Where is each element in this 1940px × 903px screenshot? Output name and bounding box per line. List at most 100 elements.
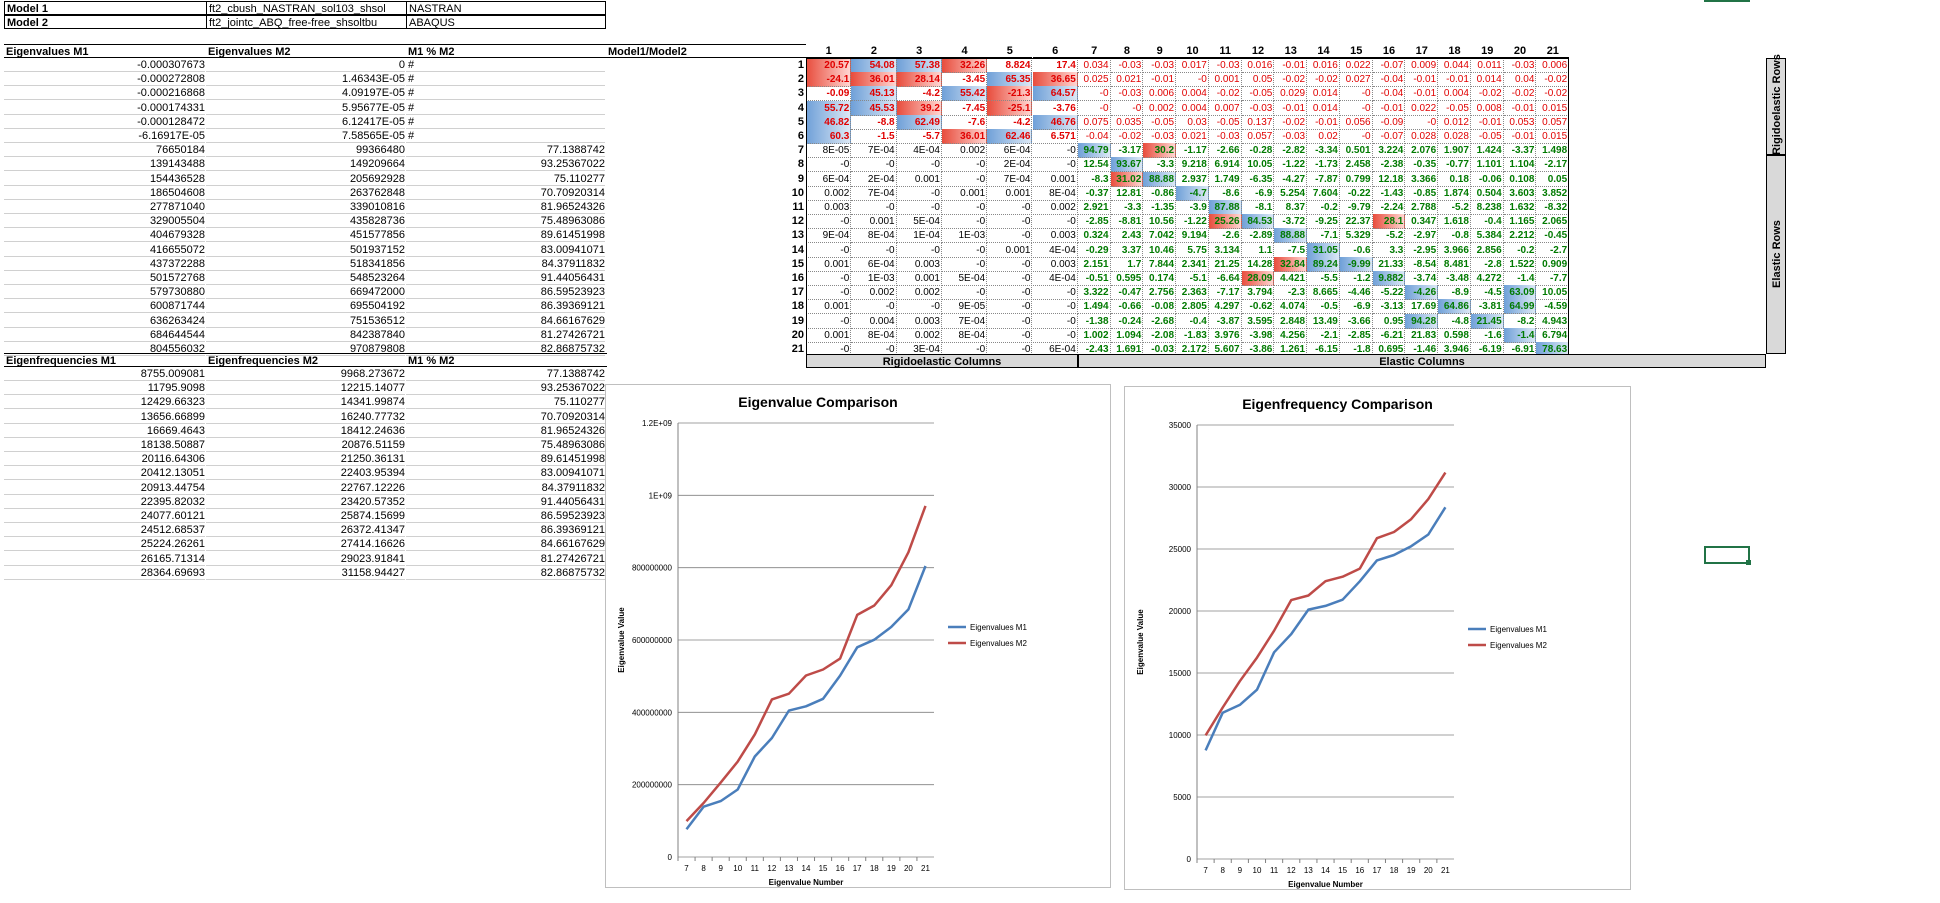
matrix-cell[interactable]: -0 bbox=[987, 313, 1033, 329]
matrix-cell[interactable]: -0 bbox=[941, 157, 988, 173]
matrix-cell[interactable]: -0.29 bbox=[1077, 242, 1111, 258]
matrix-cell[interactable]: 7E-04 bbox=[851, 185, 897, 201]
matrix-col-header[interactable]: 17 bbox=[1405, 44, 1439, 58]
matrix-cell[interactable]: 0.174 bbox=[1143, 271, 1177, 286]
matrix-cell[interactable]: -0.05 bbox=[1241, 86, 1275, 102]
matrix-col-header[interactable]: 20 bbox=[1503, 44, 1537, 58]
freq-cell[interactable]: 93.25367022 bbox=[406, 381, 605, 396]
matrix-cell[interactable]: 0.007 bbox=[1208, 100, 1242, 116]
matrix-cell[interactable]: 12.18 bbox=[1372, 171, 1406, 187]
matrix-cell[interactable]: 2.856 bbox=[1470, 242, 1504, 258]
matrix-cell[interactable]: -0 bbox=[1032, 327, 1078, 343]
matrix-cell[interactable]: -4.7 bbox=[1176, 185, 1209, 201]
eig-cell[interactable]: 89.61451998 bbox=[406, 228, 605, 243]
matrix-cell[interactable]: -0.01 bbox=[1405, 86, 1439, 102]
matrix-cell[interactable]: -0.01 bbox=[1274, 100, 1308, 116]
eig-cell[interactable]: 842387840 bbox=[206, 328, 405, 342]
matrix-cell[interactable]: -0.01 bbox=[1143, 72, 1177, 88]
matrix-cell[interactable]: -0.8 bbox=[1438, 228, 1471, 244]
matrix-row-header[interactable]: 14 bbox=[791, 243, 804, 256]
matrix-cell[interactable]: 7E-04 bbox=[987, 171, 1033, 187]
eigenfrequency-chart[interactable]: Eigenfrequency Comparison 0 5000 10000 15000… bbox=[1124, 386, 1631, 890]
matrix-cell[interactable]: 21.83 bbox=[1405, 327, 1439, 343]
matrix-cell[interactable]: -3.9 bbox=[1176, 200, 1209, 215]
matrix-cell[interactable]: -0.85 bbox=[1405, 185, 1439, 201]
freq-cell[interactable]: 86.39369121 bbox=[406, 523, 605, 538]
matrix-cell[interactable]: -0.03 bbox=[1110, 86, 1144, 102]
matrix-cell[interactable]: 21.25 bbox=[1208, 256, 1242, 272]
selected-cell[interactable] bbox=[1704, 546, 1750, 564]
matrix-cell[interactable]: 0.501 bbox=[1339, 143, 1373, 159]
matrix-cell[interactable]: 6.914 bbox=[1208, 157, 1242, 173]
matrix-cell[interactable]: -0.62 bbox=[1241, 299, 1275, 315]
matrix-row-header[interactable]: 15 bbox=[791, 257, 804, 270]
matrix-cell[interactable]: 0.001 bbox=[806, 299, 852, 315]
eig-cell[interactable]: 7.58565E-05 bbox=[206, 129, 405, 143]
matrix-cell[interactable]: 6E-04 bbox=[851, 256, 897, 272]
matrix-cell[interactable]: -0 bbox=[896, 299, 942, 315]
matrix-cell[interactable]: -2.38 bbox=[1372, 157, 1406, 173]
matrix-cell[interactable]: 3.37 bbox=[1110, 242, 1144, 258]
matrix-cell[interactable]: 88.88 bbox=[1143, 171, 1177, 187]
eig-cell[interactable]: 437372288 bbox=[4, 257, 205, 271]
matrix-cell[interactable]: -0 bbox=[851, 200, 897, 215]
matrix-cell[interactable]: -0.01 bbox=[1372, 100, 1406, 116]
matrix-cell[interactable]: -0 bbox=[1339, 100, 1373, 116]
matrix-row-header[interactable]: 16 bbox=[791, 272, 804, 284]
matrix-cell[interactable]: 0.001 bbox=[851, 214, 897, 230]
matrix-cell[interactable]: 7E-04 bbox=[941, 313, 988, 329]
matrix-cell[interactable]: -1.5 bbox=[851, 129, 897, 144]
eig-cell[interactable]: 5.95677E-05 bbox=[206, 101, 405, 115]
eig-cell[interactable]: 81.27426721 bbox=[406, 328, 605, 342]
eig-header-4[interactable]: Model1/Model2 bbox=[606, 44, 806, 58]
matrix-cell[interactable]: 36.01 bbox=[941, 129, 988, 144]
matrix-cell[interactable]: -1.6 bbox=[1470, 327, 1504, 343]
matrix-cell[interactable]: -0.03 bbox=[1503, 58, 1537, 73]
matrix-cell[interactable]: -3.66 bbox=[1339, 313, 1373, 329]
matrix-cell[interactable]: 2.43 bbox=[1110, 228, 1144, 244]
eig-cell[interactable]: 186504608 bbox=[4, 186, 205, 200]
freq-cell[interactable]: 26165.71314 bbox=[4, 552, 205, 566]
matrix-cell[interactable]: 3.976 bbox=[1208, 327, 1242, 343]
matrix-cell[interactable]: -0.05 bbox=[1208, 114, 1242, 130]
matrix-cell[interactable]: 0.057 bbox=[1241, 129, 1275, 144]
matrix-cell[interactable]: 0.504 bbox=[1470, 185, 1504, 201]
matrix-cell[interactable]: 0.022 bbox=[1339, 58, 1373, 73]
matrix-cell[interactable]: 1.7 bbox=[1110, 256, 1144, 272]
matrix-cell[interactable]: 8E-04 bbox=[1032, 185, 1078, 201]
matrix-cell[interactable]: 60.3 bbox=[806, 129, 852, 144]
matrix-cell[interactable]: 0.324 bbox=[1077, 228, 1111, 244]
matrix-cell[interactable]: -0.03 bbox=[1208, 58, 1242, 73]
eig-cell[interactable]: -0.000216868 bbox=[4, 86, 205, 101]
matrix-cell[interactable]: 2.341 bbox=[1176, 256, 1209, 272]
model1-file[interactable]: ft2_cbush_NASTRAN_sol103_shsol bbox=[206, 1, 407, 15]
matrix-cell[interactable]: -0.22 bbox=[1339, 185, 1373, 201]
eig-cell[interactable]: 149209664 bbox=[206, 157, 405, 172]
matrix-cell[interactable]: 7.042 bbox=[1143, 228, 1177, 244]
matrix-cell[interactable]: 32.26 bbox=[941, 58, 988, 73]
matrix-cell[interactable]: 0.595 bbox=[1110, 271, 1144, 286]
matrix-row-header[interactable]: 7 bbox=[797, 144, 804, 157]
matrix-cell[interactable]: -0 bbox=[987, 256, 1033, 272]
matrix-cell[interactable]: -0 bbox=[896, 242, 942, 258]
matrix-cell[interactable]: 0.044 bbox=[1438, 58, 1471, 73]
matrix-cell[interactable]: 0.137 bbox=[1241, 114, 1275, 130]
matrix-cell[interactable]: 0.014 bbox=[1307, 86, 1340, 102]
matrix-cell[interactable]: -2.85 bbox=[1077, 214, 1111, 230]
matrix-cell[interactable]: -0 bbox=[1032, 299, 1078, 315]
matrix-cell[interactable]: -1.22 bbox=[1274, 157, 1308, 173]
matrix-cell[interactable]: -0.02 bbox=[1110, 129, 1144, 144]
matrix-col-header[interactable]: 6 bbox=[1032, 44, 1078, 58]
freq-cell[interactable]: 31158.94427 bbox=[206, 566, 405, 580]
matrix-cell[interactable]: -7.45 bbox=[941, 100, 988, 116]
matrix-cell[interactable]: 0.012 bbox=[1438, 114, 1471, 130]
matrix-row-header[interactable]: 11 bbox=[792, 201, 804, 213]
matrix-cell[interactable]: -2.95 bbox=[1405, 242, 1439, 258]
freq-cell[interactable]: 22395.82032 bbox=[4, 495, 205, 509]
matrix-cell[interactable]: 0.003 bbox=[1032, 228, 1078, 244]
matrix-cell[interactable]: 8E-05 bbox=[806, 143, 852, 159]
freq-cell[interactable]: 9968.273672 bbox=[206, 367, 405, 381]
eig-cell[interactable]: -6.16917E-05 bbox=[4, 129, 205, 143]
matrix-cell[interactable]: 1.618 bbox=[1438, 214, 1471, 230]
matrix-cell[interactable]: 94.79 bbox=[1077, 143, 1111, 159]
